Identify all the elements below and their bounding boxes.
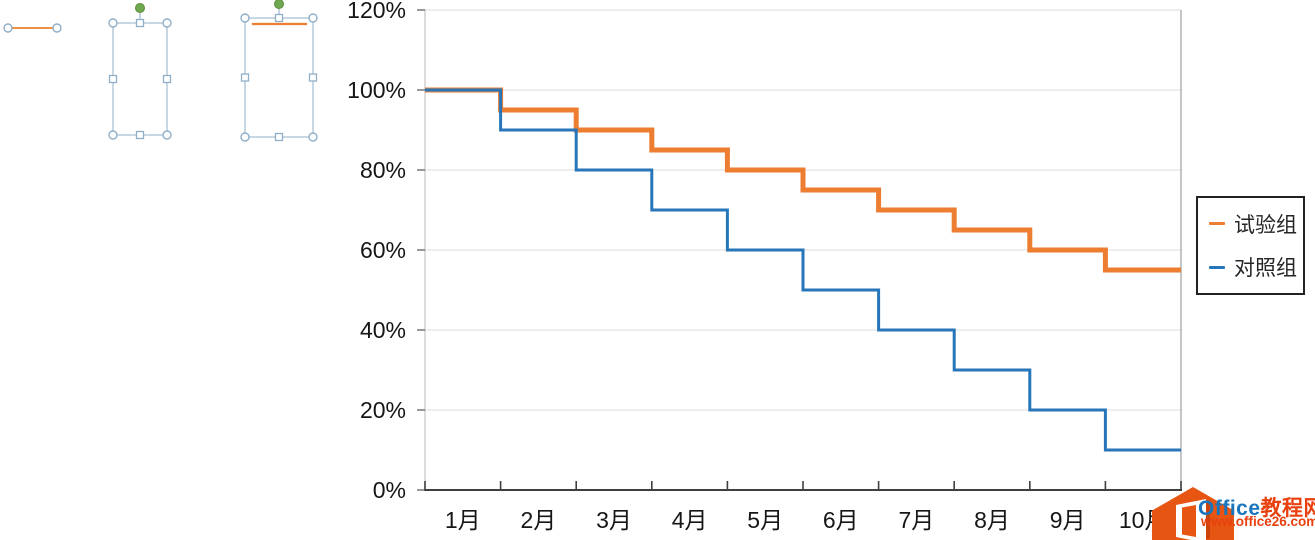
resize-handle[interactable]	[52, 23, 62, 33]
legend-label: 对照组	[1234, 257, 1297, 281]
chart-series-1[interactable]	[425, 87, 1181, 273]
selected-line-shape[interactable]	[0, 18, 70, 40]
selected-rectangle-shape[interactable]	[105, 0, 175, 145]
rotate-handle-icon[interactable]	[135, 3, 145, 13]
y-axis-label: 80%	[359, 157, 406, 183]
resize-handle[interactable]	[108, 130, 118, 140]
x-axis-label: 9月	[1049, 507, 1086, 533]
legend-marker-dash	[1209, 265, 1225, 269]
resize-handle[interactable]	[108, 18, 118, 28]
resize-handle[interactable]	[3, 23, 13, 33]
site-watermark: Office教程网 www.office26.com	[1150, 486, 1315, 540]
resize-handle[interactable]	[308, 132, 318, 142]
y-axis-label: 100%	[347, 77, 406, 103]
rotate-handle-icon[interactable]	[274, 0, 284, 9]
resize-handle[interactable]	[162, 130, 172, 140]
chart-series-2[interactable]	[425, 88, 1181, 452]
watermark-brand-office: Office	[1198, 497, 1261, 520]
office-logo-icon	[1152, 487, 1234, 540]
x-axis-label: 5月	[747, 507, 784, 533]
resize-handle[interactable]	[162, 74, 172, 84]
watermark-brand-suffix: 教程网	[1260, 497, 1315, 520]
x-axis-label: 7月	[898, 507, 935, 533]
legend-item-control[interactable]: 对照组	[1209, 252, 1303, 282]
watermark-title: Office教程网	[1198, 492, 1315, 522]
resize-handle[interactable]	[240, 132, 250, 142]
resize-handle[interactable]	[308, 13, 318, 23]
x-axis-label: 4月	[671, 507, 708, 533]
x-axis-label: 3月	[596, 507, 632, 533]
x-axis-label: 6月	[822, 507, 859, 533]
resize-handle[interactable]	[274, 13, 284, 23]
legend-item-experimental[interactable]: 试验组	[1209, 209, 1303, 239]
resize-handle[interactable]	[135, 18, 145, 28]
watermark-url: www.office26.com	[1201, 514, 1315, 529]
y-axis-label: 40%	[359, 317, 406, 343]
resize-handle[interactable]	[308, 73, 318, 82]
resize-handle[interactable]	[162, 18, 172, 28]
x-axis-label: 2月	[520, 507, 557, 533]
legend-label: 试验组	[1234, 213, 1297, 237]
logo-fold-inner	[1182, 505, 1196, 537]
resize-handle[interactable]	[274, 132, 284, 142]
x-axis-label: 1月	[444, 507, 481, 533]
resize-handle[interactable]	[108, 74, 118, 84]
y-axis-label: 120%	[347, 0, 406, 23]
resize-handle[interactable]	[135, 130, 145, 140]
y-axis-label: 0%	[372, 477, 406, 503]
resize-handle[interactable]	[240, 13, 250, 23]
legend-marker-dash	[1209, 222, 1225, 226]
y-axis-label: 20%	[359, 397, 406, 423]
resize-handle[interactable]	[240, 73, 250, 82]
y-axis-label: 60%	[359, 237, 406, 263]
x-axis-label: 8月	[974, 507, 1010, 533]
selected-rectangle-with-line-shape[interactable]	[237, 0, 321, 148]
chart-legend[interactable]: 试验组 对照组	[1196, 196, 1305, 295]
